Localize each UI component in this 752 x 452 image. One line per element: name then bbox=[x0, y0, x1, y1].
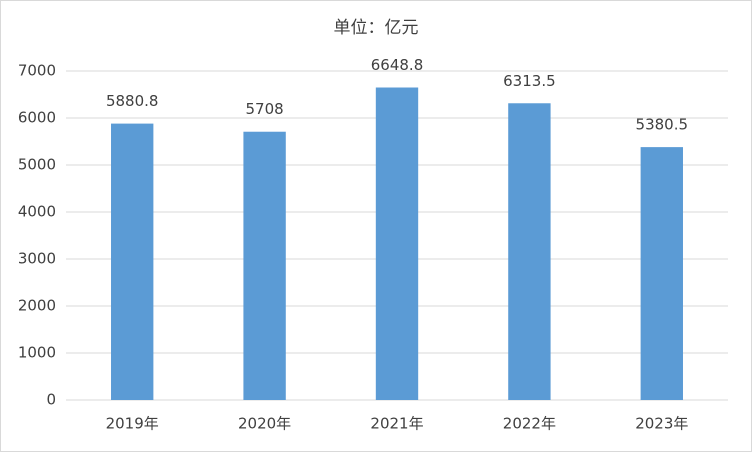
y-tick-label: 4000 bbox=[18, 203, 56, 221]
x-tick-label: 2022年 bbox=[503, 415, 556, 433]
y-tick-label: 3000 bbox=[18, 250, 56, 268]
x-tick-label: 2021年 bbox=[370, 415, 423, 433]
x-tick-label: 2019年 bbox=[106, 415, 159, 433]
y-tick-label: 1000 bbox=[18, 344, 56, 362]
bar bbox=[640, 147, 683, 400]
bar bbox=[508, 103, 551, 400]
value-label: 5708 bbox=[246, 100, 284, 118]
value-label: 5380.5 bbox=[636, 116, 689, 134]
bar bbox=[243, 131, 286, 400]
value-label: 6313.5 bbox=[503, 72, 556, 90]
x-tick-label: 2020年 bbox=[238, 415, 291, 433]
y-tick-label: 5000 bbox=[18, 156, 56, 174]
x-tick-label: 2023年 bbox=[635, 415, 688, 433]
y-tick-label: 0 bbox=[46, 391, 56, 409]
bar bbox=[375, 87, 419, 400]
chart-title: 单位：亿元 bbox=[334, 18, 419, 38]
bar bbox=[111, 123, 154, 400]
y-tick-label: 7000 bbox=[18, 62, 56, 80]
value-label: 5880.8 bbox=[106, 92, 159, 110]
value-label: 6648.8 bbox=[371, 56, 424, 74]
y-tick-label: 2000 bbox=[18, 297, 56, 315]
y-tick-label: 6000 bbox=[18, 109, 56, 127]
